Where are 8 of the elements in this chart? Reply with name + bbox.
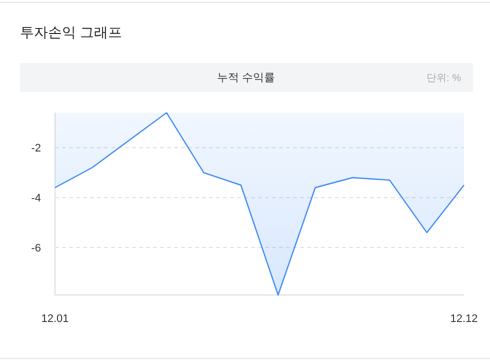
chart-title: 투자손익 그래프 <box>20 24 122 40</box>
y-tick-label: -6 <box>31 242 41 255</box>
text: 단위: % <box>426 73 462 84</box>
y-tick-label: -2 <box>31 142 41 155</box>
x-tick-label: 12.01 <box>41 313 69 325</box>
y-tick-label: -4 <box>31 192 41 205</box>
x-tick-label: 12.12 <box>450 313 478 325</box>
chart-subtitle: 누적 수익률 <box>216 72 276 84</box>
